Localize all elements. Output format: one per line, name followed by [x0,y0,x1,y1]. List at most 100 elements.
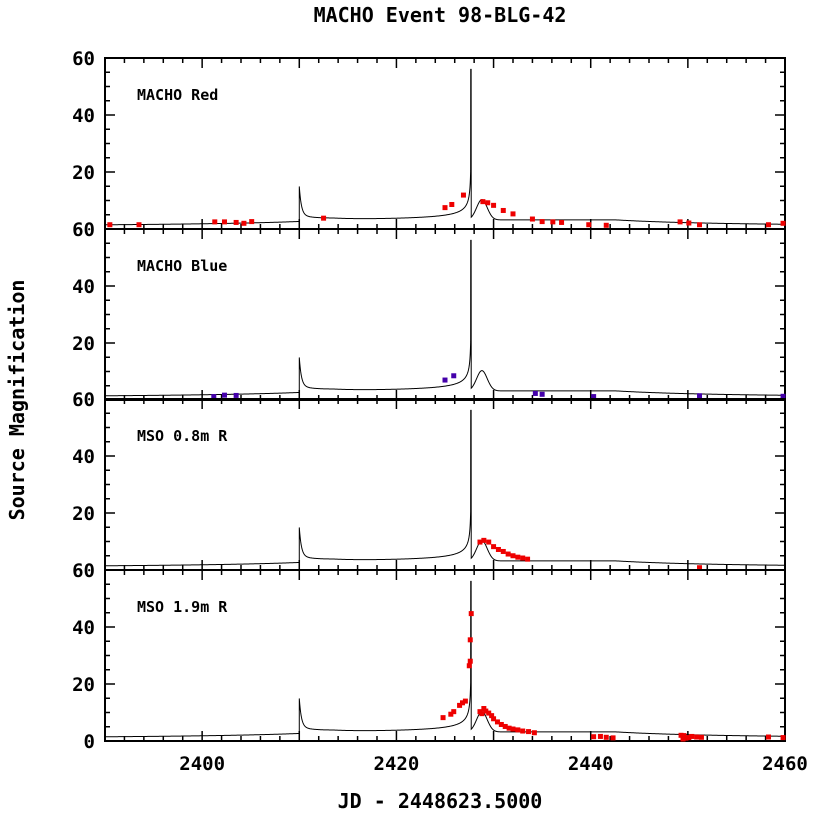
data-point [683,735,689,741]
data-point [211,394,217,400]
data-point [486,539,492,545]
data-point [500,548,506,554]
data-point [677,219,683,225]
data-point [457,702,463,708]
data-point [532,390,538,396]
y-tick-label: 40 [72,105,95,127]
data-point [525,556,531,562]
data-point [610,735,616,741]
data-point [526,729,532,735]
chart-title: MACHO Event 98-BLG-42 [314,3,567,27]
data-point [603,734,609,740]
x-axis-label: JD - 2448623.5000 [338,789,543,813]
data-point [698,734,704,740]
panel-label: MSO 1.9m R [137,598,228,616]
data-point [506,725,512,731]
panel-label: MACHO Blue [137,257,227,275]
data-point [539,219,545,225]
data-point [515,554,521,560]
data-point [686,220,692,226]
data-point [765,222,771,228]
data-point [221,392,227,398]
data-point [689,733,695,739]
y-axis-label: Source Magnification [5,280,29,521]
data-point [462,698,468,704]
model-curve [105,409,785,567]
data-point [483,708,489,714]
data-point [510,553,516,559]
data-point [591,394,597,400]
data-point [442,377,448,383]
data-point [505,551,511,557]
data-point [448,711,454,717]
data-point [440,715,446,721]
data-point [451,709,457,715]
data-point [515,727,521,733]
data-point [451,373,457,379]
data-point [221,219,227,225]
y-tick-label: 20 [72,162,95,184]
data-point [597,733,603,739]
y-tick-label: 60 [72,219,95,241]
data-point [502,723,508,729]
model-curve [105,68,785,226]
data-point [531,730,537,736]
data-point [468,611,474,617]
data-point [559,219,565,225]
data-point [480,199,486,205]
y-tick-label: 0 [84,731,95,753]
data-point [780,735,786,741]
data-point [467,658,473,664]
y-tick-label: 60 [72,560,95,582]
data-point [485,200,491,206]
y-tick-label: 40 [72,276,95,298]
panel-3: 20 40 60 MSO 0.8m R [72,389,786,571]
data-point [765,734,771,740]
y-tick-label: 20 [72,674,95,696]
data-point [491,544,497,550]
data-point [107,222,113,228]
panel-label: MACHO Red [137,86,218,104]
x-tick-label: 2420 [374,753,420,775]
data-point [495,546,501,552]
data-point [489,713,495,719]
panel-label: MSO 0.8m R [137,427,228,445]
data-point [494,719,500,725]
data-point [520,728,526,734]
data-point [681,733,687,739]
data-point [529,216,535,222]
data-point [491,202,497,208]
data-point [694,734,700,740]
data-point [550,219,556,225]
data-point [780,393,786,399]
panel-frame [104,398,786,571]
data-point [477,539,483,545]
panels-group: 20 40 60 MACHO Red 20 40 60 MACHO Blue 20 40 60 MSO… [72,48,786,753]
x-tick-label: 2440 [568,753,614,775]
y-tick-label: 60 [72,48,95,70]
model-curve [105,580,785,738]
data-point [780,220,786,226]
model-curve [105,239,785,397]
data-point [510,211,516,217]
x-tick-labels: 2400 2420 2440 2460 [179,753,808,775]
data-point [520,555,526,561]
data-point [680,736,686,742]
data-point [449,201,455,207]
data-point [591,734,597,740]
y-tick-label: 40 [72,617,95,639]
data-point [136,222,142,228]
data-point [586,222,592,228]
data-point [241,220,247,226]
data-point [697,222,703,228]
y-tick-label: 20 [72,503,95,525]
data-point [678,732,684,738]
data-point [491,716,497,722]
data-point [321,215,327,221]
data-point [233,219,239,225]
x-tick-label: 2400 [179,753,225,775]
data-point [603,222,609,228]
data-point [500,207,506,213]
panel-4: 0 20 40 60 MSO 1.9m R [72,560,786,753]
